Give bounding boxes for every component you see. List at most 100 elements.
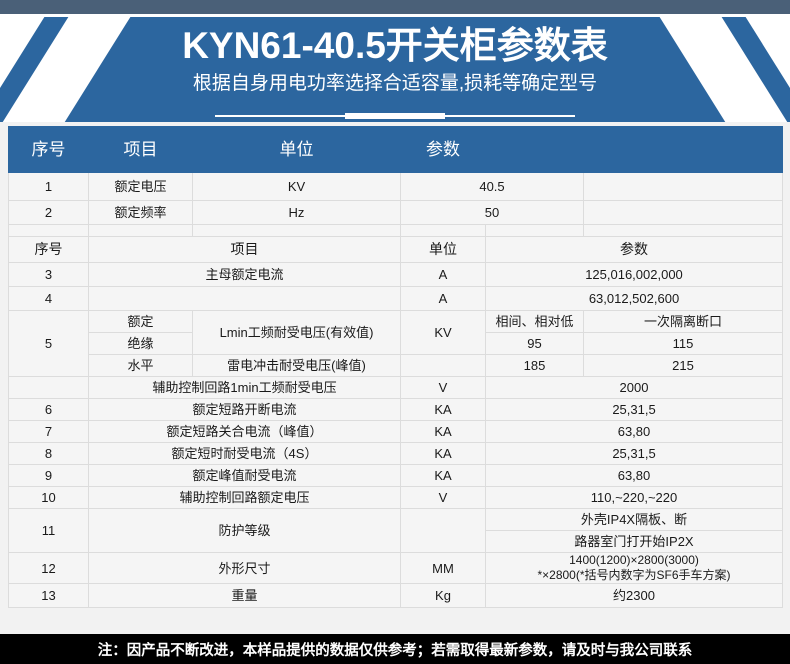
cell-unit	[400, 354, 486, 377]
cell-item: 雷电冲击耐受电压(峰值)	[192, 354, 401, 377]
cell-unit: MM	[400, 552, 486, 584]
header-cell-index: 序号	[8, 126, 89, 173]
spacer-cell	[8, 224, 89, 237]
cell-param: 63,012,502,600	[485, 286, 783, 311]
cell-param: 40.5	[400, 172, 584, 201]
header-cell-blank-1	[485, 126, 584, 173]
footer-note: 注：因产品不断改进，本样品提供的数据仅供参考；若需取得最新参数，请及时与我公司联…	[0, 634, 790, 664]
cell-param: 1400(1200)×2800(3000) *×2800(*括号内数字为SF6手…	[485, 552, 783, 584]
cell-unit: A	[400, 262, 486, 287]
header-cell-blank-2	[583, 126, 783, 173]
cell-value-a: 95	[485, 332, 584, 355]
table-row: 11 防护等级 外壳IP4X隔板、断	[8, 508, 783, 553]
cell-item: 辅助控制回路额定电压	[88, 486, 401, 509]
insulation-subcol-a-header: 相间、相对低	[485, 310, 584, 333]
cell-index	[8, 376, 89, 399]
cell-item: 额定电压	[88, 172, 193, 201]
table-row: 9 额定峰值耐受电流 KA 63,80	[8, 464, 783, 487]
spacer-cell	[485, 224, 584, 237]
insulation-group-label-3: 水平	[88, 354, 193, 377]
insulation-subheader-row: 5 额定 Lmin工频耐受电压(有效值) KV 相间、相对低 一次隔离断口	[8, 310, 783, 377]
top-bar	[0, 0, 790, 14]
cell-unit: KV	[192, 172, 401, 201]
spacer-cell	[88, 224, 193, 237]
cell-value-b: 115	[583, 332, 783, 355]
banner-divider	[0, 112, 790, 120]
cell-unit: Kg	[400, 583, 486, 608]
cell-param-line-1: 外壳IP4X隔板、断	[485, 508, 783, 531]
cell-param: 25,31,5	[485, 398, 783, 421]
cell-item: 额定短路开断电流	[88, 398, 401, 421]
cell-item: 重量	[88, 583, 401, 608]
cell-index: 9	[8, 464, 89, 487]
cell-item: 防护等级	[88, 508, 401, 553]
table-row: 12 外形尺寸 MM 1400(1200)×2800(3000) *×2800(…	[8, 552, 783, 584]
cell-item	[88, 286, 401, 311]
cell-unit: KA	[400, 420, 486, 443]
cell-item: 主母额定电流	[88, 262, 401, 287]
cell-item: 额定短时耐受电流（4S）	[88, 442, 401, 465]
page-title: KYN61-40.5开关柜参数表	[182, 25, 608, 66]
subheader-cell-unit: 单位	[400, 236, 486, 263]
cell-unit: KV	[400, 310, 486, 355]
cell-blank	[583, 200, 783, 225]
spacer-cell	[400, 224, 486, 237]
divider-thick-segment	[345, 113, 445, 119]
insulation-group-label-1: 额定	[88, 310, 193, 333]
cell-index: 6	[8, 398, 89, 421]
cell-index: 3	[8, 262, 89, 287]
table-row: 6 额定短路开断电流 KA 25,31,5	[8, 398, 783, 421]
header-cell-param: 参数	[400, 126, 486, 173]
subheader-cell-param: 参数	[485, 236, 783, 263]
spec-table-container: 序号 项目 单位 参数 1 额定电压 KV 40.5 2 额定频率 Hz 50	[8, 126, 783, 608]
cell-index: 2	[8, 200, 89, 225]
table-row: 路器室门打开始IP2X	[9, 530, 783, 553]
cell-param: 63,80	[485, 464, 783, 487]
specification-table: 序号 项目 单位 参数 1 额定电压 KV 40.5 2 额定频率 Hz 50	[8, 126, 783, 608]
cell-param-line-1: 1400(1200)×2800(3000)	[569, 553, 699, 567]
cell-unit: V	[400, 376, 486, 399]
cell-value-b: 215	[583, 354, 783, 377]
table-row: 3 主母额定电流 A 125,016,002,000	[8, 262, 783, 287]
table-row: 8 额定短时耐受电流（4S） KA 25,31,5	[8, 442, 783, 465]
cell-unit: KA	[400, 398, 486, 421]
cell-param: 110,~220,~220	[485, 486, 783, 509]
table-row: 10 辅助控制回路额定电压 V 110,~220,~220	[8, 486, 783, 509]
cell-param: 25,31,5	[485, 442, 783, 465]
page-subtitle: 根据自身用电功率选择合适容量,损耗等确定型号	[192, 73, 598, 94]
cell-index: 7	[8, 420, 89, 443]
cell-index: 4	[8, 286, 89, 311]
table-row: 绝缘 95 115	[9, 332, 783, 355]
table-row: 1 额定电压 KV 40.5	[8, 172, 783, 201]
table-header-row: 序号 项目 单位 参数	[8, 126, 783, 173]
subheader-cell-item: 项目	[88, 236, 401, 263]
cell-item: 额定峰值耐受电流	[88, 464, 401, 487]
table-subheader-row: 序号 项目 单位 参数	[8, 236, 783, 263]
cell-item: 辅助控制回路1min工频耐受电压	[88, 376, 401, 399]
cell-item: 额定短路关合电流（峰值）	[88, 420, 401, 443]
table-row: 7 额定短路关合电流（峰值） KA 63,80	[8, 420, 783, 443]
cell-item: Lmin工频耐受电压(有效值)	[192, 310, 401, 355]
cell-param: 2000	[485, 376, 783, 399]
cell-unit: KA	[400, 464, 486, 487]
table-row: 辅助控制回路1min工频耐受电压 V 2000	[8, 376, 783, 399]
insulation-subcol-b-header: 一次隔离断口	[583, 310, 783, 333]
cell-blank	[583, 172, 783, 201]
cell-param-line-2: 路器室门打开始IP2X	[485, 530, 783, 553]
cell-index: 5	[8, 310, 89, 377]
cell-index: 10	[8, 486, 89, 509]
cell-param: 约2300	[485, 583, 783, 608]
cell-param: 63,80	[485, 420, 783, 443]
spacer-cell	[192, 224, 401, 237]
top-bar-underline	[0, 14, 790, 17]
spacer-cell	[583, 224, 783, 237]
cell-param: 50	[400, 200, 584, 225]
cell-value-a: 185	[485, 354, 584, 377]
title-banner: KYN61-40.5开关柜参数表 根据自身用电功率选择合适容量,损耗等确定型号	[0, 17, 790, 122]
table-row: 水平 雷电冲击耐受电压(峰值) 185 215	[9, 354, 783, 377]
cell-unit: V	[400, 486, 486, 509]
subheader-cell-index: 序号	[8, 236, 89, 263]
cell-index: 13	[8, 583, 89, 608]
cell-index: 12	[8, 552, 89, 584]
insulation-group-label-2: 绝缘	[88, 332, 193, 355]
